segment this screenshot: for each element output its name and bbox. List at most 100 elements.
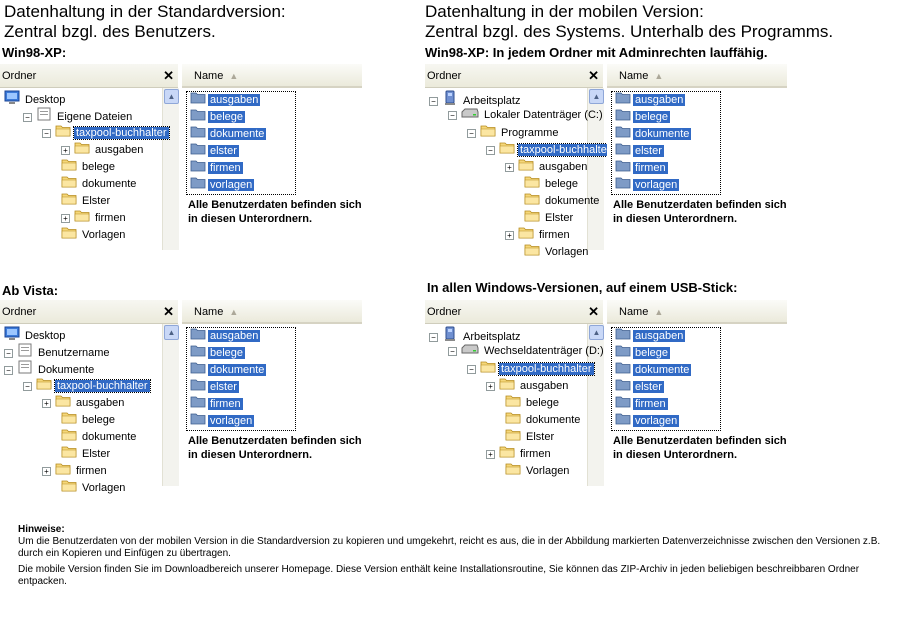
close-icon[interactable]: ✕ <box>163 304 174 319</box>
expand-icon[interactable]: + <box>42 399 51 408</box>
file-list-pane[interactable]: Name ▲ ausgaben belege dokumente elster firmen… <box>182 64 362 254</box>
tree-item[interactable]: − Benutzername <box>4 343 112 360</box>
list-item[interactable]: ausgaben <box>615 326 686 343</box>
tree-item[interactable]: Elster <box>505 428 556 445</box>
list-item[interactable]: elster <box>190 141 239 158</box>
tree-item[interactable]: − Programme <box>467 124 560 141</box>
collapse-icon[interactable]: − <box>42 129 51 138</box>
tree-item[interactable]: + firmen <box>486 445 553 462</box>
list-item[interactable]: dokumente <box>190 124 267 141</box>
name-column-header[interactable]: Name ▲ <box>182 300 362 324</box>
tree-item[interactable]: Elster <box>61 445 112 462</box>
tree-item[interactable]: − Dokumente <box>4 360 96 377</box>
collapse-icon[interactable]: − <box>448 111 457 120</box>
tree-item[interactable]: belege <box>505 394 561 411</box>
tree-item[interactable]: − Lokaler Datenträger (C:) <box>448 107 605 124</box>
close-icon[interactable]: ✕ <box>163 68 174 83</box>
tree-item[interactable]: − Arbeitsplatz <box>429 326 522 343</box>
tree-item[interactable]: dokumente <box>524 192 601 209</box>
list-item[interactable]: dokumente <box>190 360 267 377</box>
list-item[interactable]: vorlagen <box>190 175 255 192</box>
tree-item[interactable]: Desktop <box>4 326 67 343</box>
close-icon[interactable]: ✕ <box>588 304 599 319</box>
collapse-icon[interactable]: − <box>429 332 438 342</box>
list-item[interactable]: vorlagen <box>615 411 680 428</box>
collapse-icon[interactable]: − <box>486 146 495 155</box>
file-list-pane[interactable]: Name ▲ ausgaben belege dokumente elster firmen… <box>182 300 362 490</box>
collapse-icon[interactable]: − <box>429 96 438 106</box>
scroll-up-icon[interactable]: ▲ <box>589 325 604 340</box>
expand-icon[interactable]: + <box>42 467 51 476</box>
list-item[interactable]: elster <box>615 377 664 394</box>
tree-item[interactable]: − Arbeitsplatz <box>429 90 522 107</box>
tree-item[interactable]: belege <box>61 411 117 428</box>
folder-tree-pane[interactable]: Ordner ✕ ▲ Desktop − Eigene Dateien − taxpool-b… <box>0 64 179 254</box>
tree-item[interactable]: + firmen <box>42 462 109 479</box>
tree-item[interactable]: − Wechseldatenträger (D:) <box>448 343 606 360</box>
collapse-icon[interactable]: − <box>467 365 476 374</box>
name-column-header[interactable]: Name ▲ <box>182 64 362 88</box>
list-item[interactable]: firmen <box>190 394 243 411</box>
collapse-icon[interactable]: − <box>4 348 13 358</box>
tree-item[interactable]: − taxpool-buchhalter <box>23 377 151 394</box>
tree-item[interactable]: Vorlagen <box>61 226 127 243</box>
list-item[interactable]: elster <box>615 141 664 158</box>
list-item[interactable]: dokumente <box>615 360 692 377</box>
name-column-header[interactable]: Name ▲ <box>607 300 787 324</box>
tree-item[interactable]: Vorlagen <box>505 462 571 479</box>
tree-item[interactable]: Elster <box>524 209 575 226</box>
tree-item[interactable]: + firmen <box>61 209 128 226</box>
list-item[interactable]: ausgaben <box>190 90 261 107</box>
list-item[interactable]: vorlagen <box>190 411 255 428</box>
expand-icon[interactable]: + <box>505 163 514 172</box>
tree-item[interactable]: dokumente <box>505 411 582 428</box>
list-item[interactable]: firmen <box>615 394 668 411</box>
tree-item[interactable]: Vorlagen <box>524 243 590 260</box>
scroll-up-icon[interactable]: ▲ <box>164 89 179 104</box>
tree-item[interactable]: Desktop <box>4 90 67 107</box>
tree-item[interactable]: belege <box>524 175 580 192</box>
list-item[interactable]: ausgaben <box>615 90 686 107</box>
list-item[interactable]: dokumente <box>615 124 692 141</box>
collapse-icon[interactable]: − <box>23 112 32 122</box>
list-item[interactable]: belege <box>190 343 246 360</box>
list-item[interactable]: firmen <box>615 158 668 175</box>
tree-item[interactable]: + ausgaben <box>61 141 145 158</box>
tree-item[interactable]: + ausgaben <box>505 158 589 175</box>
list-item[interactable]: belege <box>615 107 671 124</box>
collapse-icon[interactable]: − <box>23 382 32 391</box>
file-list-pane[interactable]: Name ▲ ausgaben belege dokumente elster firmen… <box>607 300 787 490</box>
tree-item[interactable]: − taxpool-buchhalter <box>42 124 170 141</box>
folder-tree-pane[interactable]: Ordner ✕ ▲ − Arbeitsplatz − Lokaler Datenträge… <box>425 64 614 258</box>
tree-item[interactable]: + ausgaben <box>42 394 126 411</box>
name-column-header[interactable]: Name ▲ <box>607 64 787 88</box>
collapse-icon[interactable]: − <box>448 347 457 356</box>
list-item[interactable]: firmen <box>190 158 243 175</box>
tree-item[interactable]: + ausgaben <box>486 377 570 394</box>
expand-icon[interactable]: + <box>505 231 514 240</box>
scroll-up-icon[interactable]: ▲ <box>164 325 179 340</box>
expand-icon[interactable]: + <box>61 214 70 223</box>
expand-icon[interactable]: + <box>486 450 495 459</box>
collapse-icon[interactable]: − <box>467 129 476 138</box>
folder-tree-pane[interactable]: Ordner ✕ ▲ − Arbeitsplatz − Wechseldatenträger… <box>425 300 606 490</box>
list-item[interactable]: elster <box>190 377 239 394</box>
tree-item[interactable]: − taxpool-buchhalter <box>467 360 595 377</box>
tree-scrollbar[interactable]: ▲ <box>587 88 604 250</box>
close-icon[interactable]: ✕ <box>588 68 599 83</box>
file-list-pane[interactable]: Name ▲ ausgaben belege dokumente elster firmen… <box>607 64 787 254</box>
list-item[interactable]: belege <box>190 107 246 124</box>
tree-scrollbar[interactable]: ▲ <box>162 88 179 250</box>
tree-item[interactable]: − Eigene Dateien <box>23 107 134 124</box>
tree-item[interactable]: dokumente <box>61 175 138 192</box>
collapse-icon[interactable]: − <box>4 365 13 375</box>
tree-item[interactable]: dokumente <box>61 428 138 445</box>
list-item[interactable]: ausgaben <box>190 326 261 343</box>
expand-icon[interactable]: + <box>61 146 70 155</box>
tree-item[interactable]: − taxpool-buchhalter <box>486 141 614 158</box>
tree-item[interactable]: belege <box>61 158 117 175</box>
tree-item[interactable]: + firmen <box>505 226 572 243</box>
scroll-up-icon[interactable]: ▲ <box>589 89 604 104</box>
tree-scrollbar[interactable]: ▲ <box>162 324 179 486</box>
list-item[interactable]: vorlagen <box>615 175 680 192</box>
